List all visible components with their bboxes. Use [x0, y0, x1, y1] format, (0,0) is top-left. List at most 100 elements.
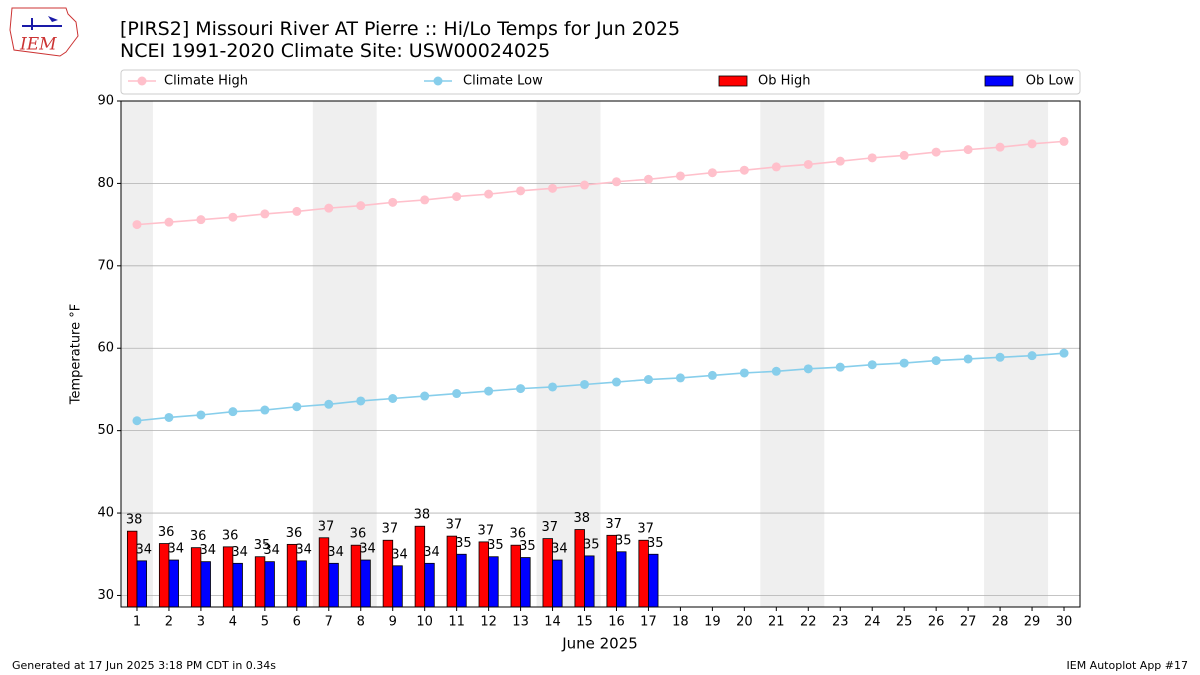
marker	[643, 375, 653, 385]
marker	[739, 165, 749, 175]
data-label: 38	[414, 508, 431, 523]
data-label: 36	[190, 529, 207, 544]
marker	[835, 156, 845, 166]
x-tick-label: 5	[261, 615, 269, 630]
x-tick-label: 12	[480, 615, 497, 630]
data-label: 34	[551, 542, 568, 557]
marker	[899, 150, 909, 160]
marker	[675, 171, 685, 181]
x-tick-label: 22	[800, 615, 817, 630]
marker	[132, 220, 142, 230]
legend-label: Ob High	[758, 74, 811, 89]
footer-left: Generated at 17 Jun 2025 3:18 PM CDT in …	[12, 659, 276, 672]
data-label: 36	[158, 525, 175, 540]
line	[136, 352, 1065, 422]
y-tick-label: 70	[97, 258, 114, 273]
marker	[707, 370, 717, 380]
bar	[648, 553, 659, 608]
marker	[260, 405, 270, 415]
y-tick-label: 80	[97, 176, 114, 191]
x-tick-label: 24	[864, 615, 881, 630]
marker	[867, 153, 877, 163]
x-tick-label: 7	[325, 615, 333, 630]
x-tick-label: 25	[896, 615, 913, 630]
data-label: 37	[605, 517, 622, 532]
data-label: 38	[573, 511, 590, 526]
marker	[452, 389, 462, 399]
marker	[228, 212, 238, 222]
marker	[803, 364, 813, 374]
chart-title: [PIRS2] Missouri River AT Pierre :: Hi/L…	[120, 18, 680, 40]
x-tick-label: 14	[544, 615, 561, 630]
bar	[424, 562, 435, 608]
legend-swatch	[718, 75, 748, 87]
marker	[164, 217, 174, 227]
marker	[1059, 348, 1069, 358]
marker	[260, 209, 270, 219]
marker	[707, 168, 717, 178]
legend-label: Ob Low	[1026, 74, 1075, 89]
marker	[867, 360, 877, 370]
marker	[196, 410, 206, 420]
marker	[899, 358, 909, 368]
marker	[324, 203, 334, 213]
bar	[136, 560, 147, 608]
data-label: 34	[167, 542, 184, 557]
data-label: 37	[478, 523, 495, 538]
x-tick-label: 8	[357, 615, 365, 630]
data-label: 34	[199, 543, 216, 558]
data-label: 37	[446, 518, 463, 533]
x-axis-label: June 2025	[561, 635, 638, 653]
marker	[643, 174, 653, 184]
marker	[1059, 136, 1069, 146]
marker	[611, 377, 621, 387]
marker	[420, 195, 430, 205]
bar	[456, 553, 467, 608]
bar	[414, 525, 426, 608]
marker	[324, 399, 334, 409]
x-tick-label: 13	[512, 615, 529, 630]
data-label: 37	[318, 519, 335, 534]
data-label: 35	[254, 538, 271, 553]
x-tick-label: 29	[1024, 615, 1041, 630]
y-tick-label: 40	[97, 506, 114, 521]
y-tick-label: 30	[97, 588, 114, 603]
data-label: 34	[423, 545, 440, 560]
marker	[516, 384, 526, 394]
bar	[584, 555, 595, 608]
bar	[488, 556, 499, 608]
data-label: 36	[510, 527, 527, 542]
bar	[296, 560, 307, 608]
marker	[771, 366, 781, 376]
y-tick-label: 90	[97, 94, 114, 109]
data-label: 36	[350, 527, 367, 542]
marker	[1027, 351, 1037, 361]
marker	[995, 352, 1005, 362]
data-label: 34	[359, 542, 376, 557]
bar	[520, 557, 531, 608]
marker	[835, 362, 845, 372]
x-tick-label: 16	[608, 615, 625, 630]
x-tick-label: 20	[736, 615, 753, 630]
bar	[232, 562, 243, 608]
x-tick-label: 15	[576, 615, 593, 630]
marker	[164, 412, 174, 422]
x-tick-label: 10	[416, 615, 433, 630]
x-tick-label: 1	[133, 615, 141, 630]
marker	[548, 183, 558, 193]
marker	[196, 215, 206, 225]
marker	[292, 206, 302, 216]
footer-right: IEM Autoplot App #17	[1067, 659, 1189, 672]
weekend-band	[984, 101, 1049, 607]
data-label: 37	[637, 522, 654, 537]
x-tick-label: 19	[704, 615, 721, 630]
marker	[580, 180, 590, 190]
marker	[388, 197, 398, 207]
logo-text: IEM	[19, 35, 57, 55]
y-axis-label: Temperature °F	[69, 304, 84, 405]
data-label: 34	[231, 545, 248, 560]
weekend-band	[312, 101, 377, 607]
x-tick-label: 9	[389, 615, 397, 630]
x-tick-label: 27	[960, 615, 977, 630]
